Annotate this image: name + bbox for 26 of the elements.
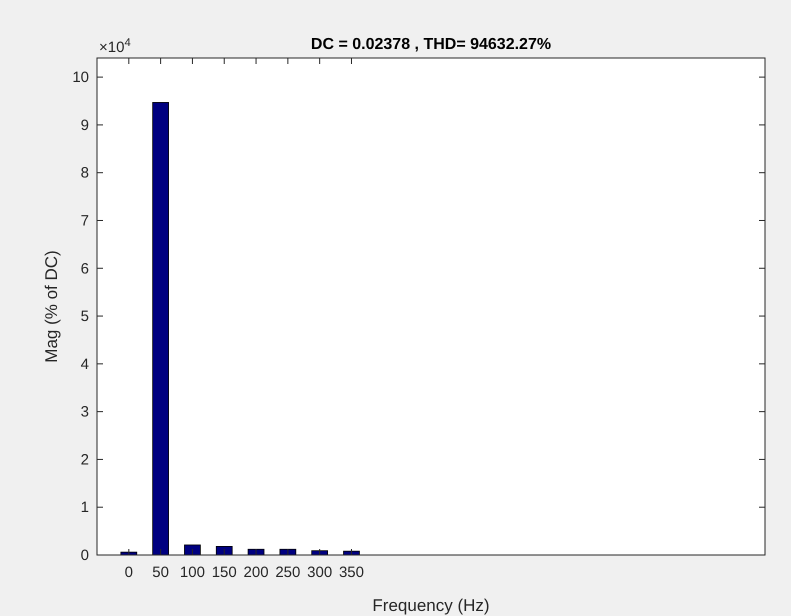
x-tick-label: 50 [152,564,169,581]
y-tick-label: 4 [80,356,89,373]
x-tick-label: 350 [338,564,364,581]
x-tick-label: 200 [244,564,269,581]
text: ×10$^{4}$ [99,37,131,56]
y-tick-label: 10 [72,69,89,86]
y-axis-title: Mag (% of DC) [42,250,61,363]
y-tick-label: 5 [80,308,89,326]
y-tick-label: 6 [80,260,89,278]
bar [184,544,201,555]
y-tick-label: 9 [80,116,89,134]
y-tick-label: 2 [80,451,89,468]
chart-title: DC = 0.02378 , THD= 94632.27% [310,36,552,53]
bar [216,546,233,555]
y-tick-label: 7 [80,212,89,230]
x-tick-label: 150 [212,564,237,581]
y-tick-label: 0 [80,547,89,564]
x-tick-label: 250 [275,564,300,581]
y-tick-label: 8 [80,164,89,182]
x-tick-label: 300 [307,564,332,581]
y-tick-label: 3 [80,404,89,421]
x-tick-label: 0 [124,564,133,581]
y-tick-label: 1 [80,499,89,516]
x-axis-title: Frequency (Hz) [372,596,490,615]
bar [152,102,169,555]
x-tick-label: 100 [180,564,205,581]
